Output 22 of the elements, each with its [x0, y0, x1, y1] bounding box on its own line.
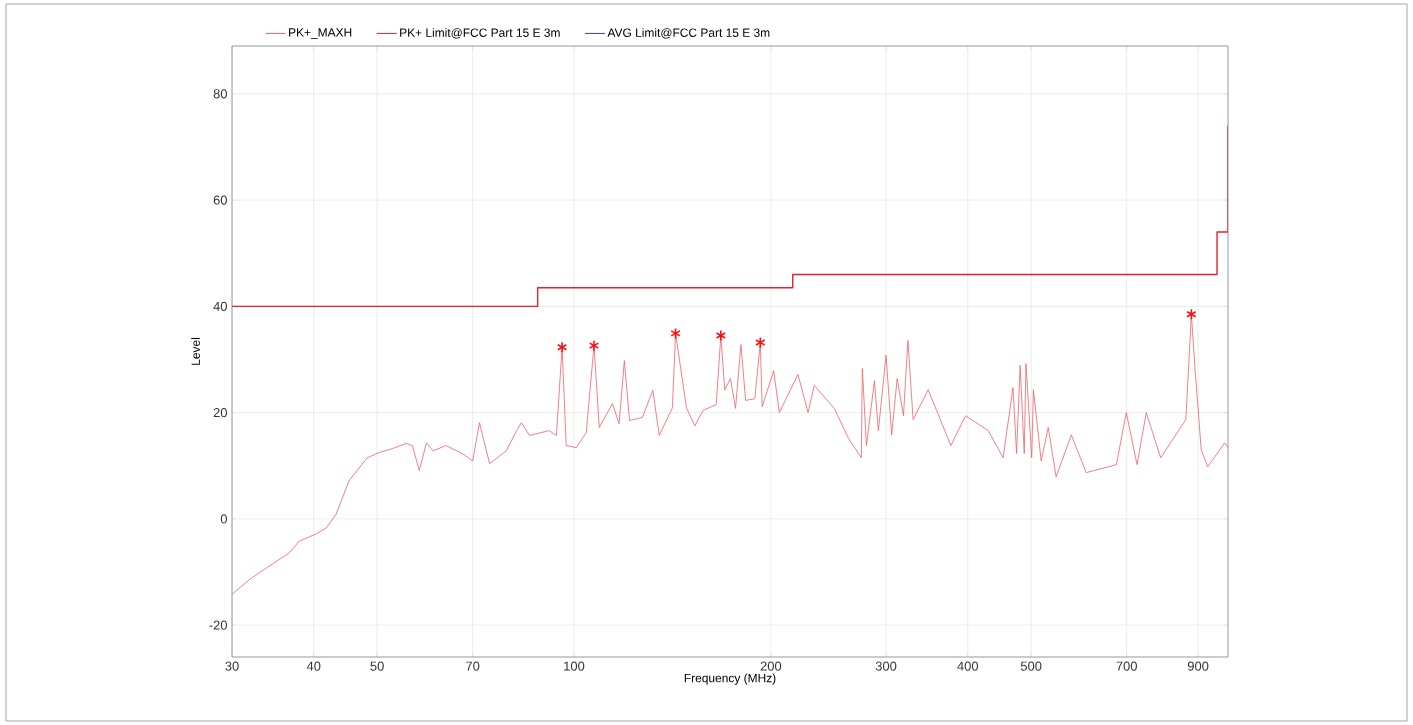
legend-label: PK+_MAXH [289, 28, 352, 39]
y-tick-label: 0 [220, 514, 227, 524]
x-tick-label: 40 [306, 661, 321, 671]
y-tick-label: 60 [213, 195, 227, 205]
x-tick-label: 400 [957, 661, 979, 671]
x-tick-label: 700 [1116, 661, 1137, 671]
legend-label: AVG Limit@FCC Part 15 E 3m [607, 28, 770, 39]
y-tick-label: 80 [213, 89, 227, 99]
x-tick-label: 300 [875, 661, 897, 671]
x-tick-label: 70 [466, 661, 480, 671]
y-tick-label: 40 [213, 301, 227, 311]
x-tick-label: 200 [760, 661, 782, 671]
y-tick-label: -20 [209, 620, 227, 630]
x-tick-label: 900 [1187, 661, 1209, 671]
x-tick-label: 100 [564, 661, 585, 671]
y-axis-title: Level [191, 338, 200, 365]
y-tick-label: 20 [213, 408, 227, 418]
x-axis-title: Frequency (MHz) [684, 673, 776, 685]
x-tick-label: 30 [225, 661, 239, 671]
x-tick-label: 50 [370, 661, 384, 671]
legend-label: PK+ Limit@FCC Part 15 E 3m [400, 28, 560, 39]
x-tick-label: 500 [1020, 661, 1042, 671]
